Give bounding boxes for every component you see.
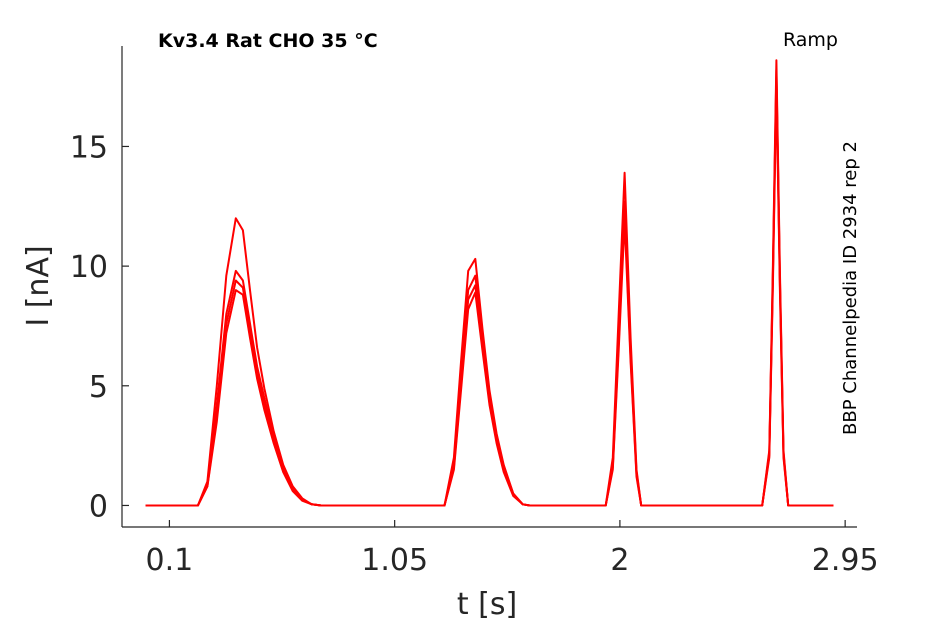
chart-title: Kv3.4 Rat CHO 35 °C <box>158 30 378 52</box>
series-line-1 <box>145 85 834 507</box>
x-tick-label: 1.05 <box>361 543 428 578</box>
protocol-label: Ramp <box>783 29 838 51</box>
y-tick-label: 5 <box>89 370 108 405</box>
x-ticks: 0.1 1.05 2 2.95 <box>146 520 879 578</box>
x-tick-label: 2 <box>610 543 629 578</box>
y-tick-label: 10 <box>70 250 108 285</box>
source-label: BBP Channelpedia ID 2934 rep 2 <box>840 141 861 435</box>
series-line-4 <box>145 59 834 507</box>
series-line-2 <box>145 76 834 507</box>
x-axis-title: t [s] <box>457 587 517 622</box>
y-tick-label: 15 <box>70 130 108 165</box>
y-ticks: 0 5 10 15 <box>70 130 129 524</box>
plot-series <box>145 59 834 507</box>
y-tick-label: 0 <box>89 489 108 524</box>
x-tick-label: 2.95 <box>812 543 879 578</box>
x-tick-label: 0.1 <box>146 543 194 578</box>
y-axis-title: I [nA] <box>21 245 56 326</box>
